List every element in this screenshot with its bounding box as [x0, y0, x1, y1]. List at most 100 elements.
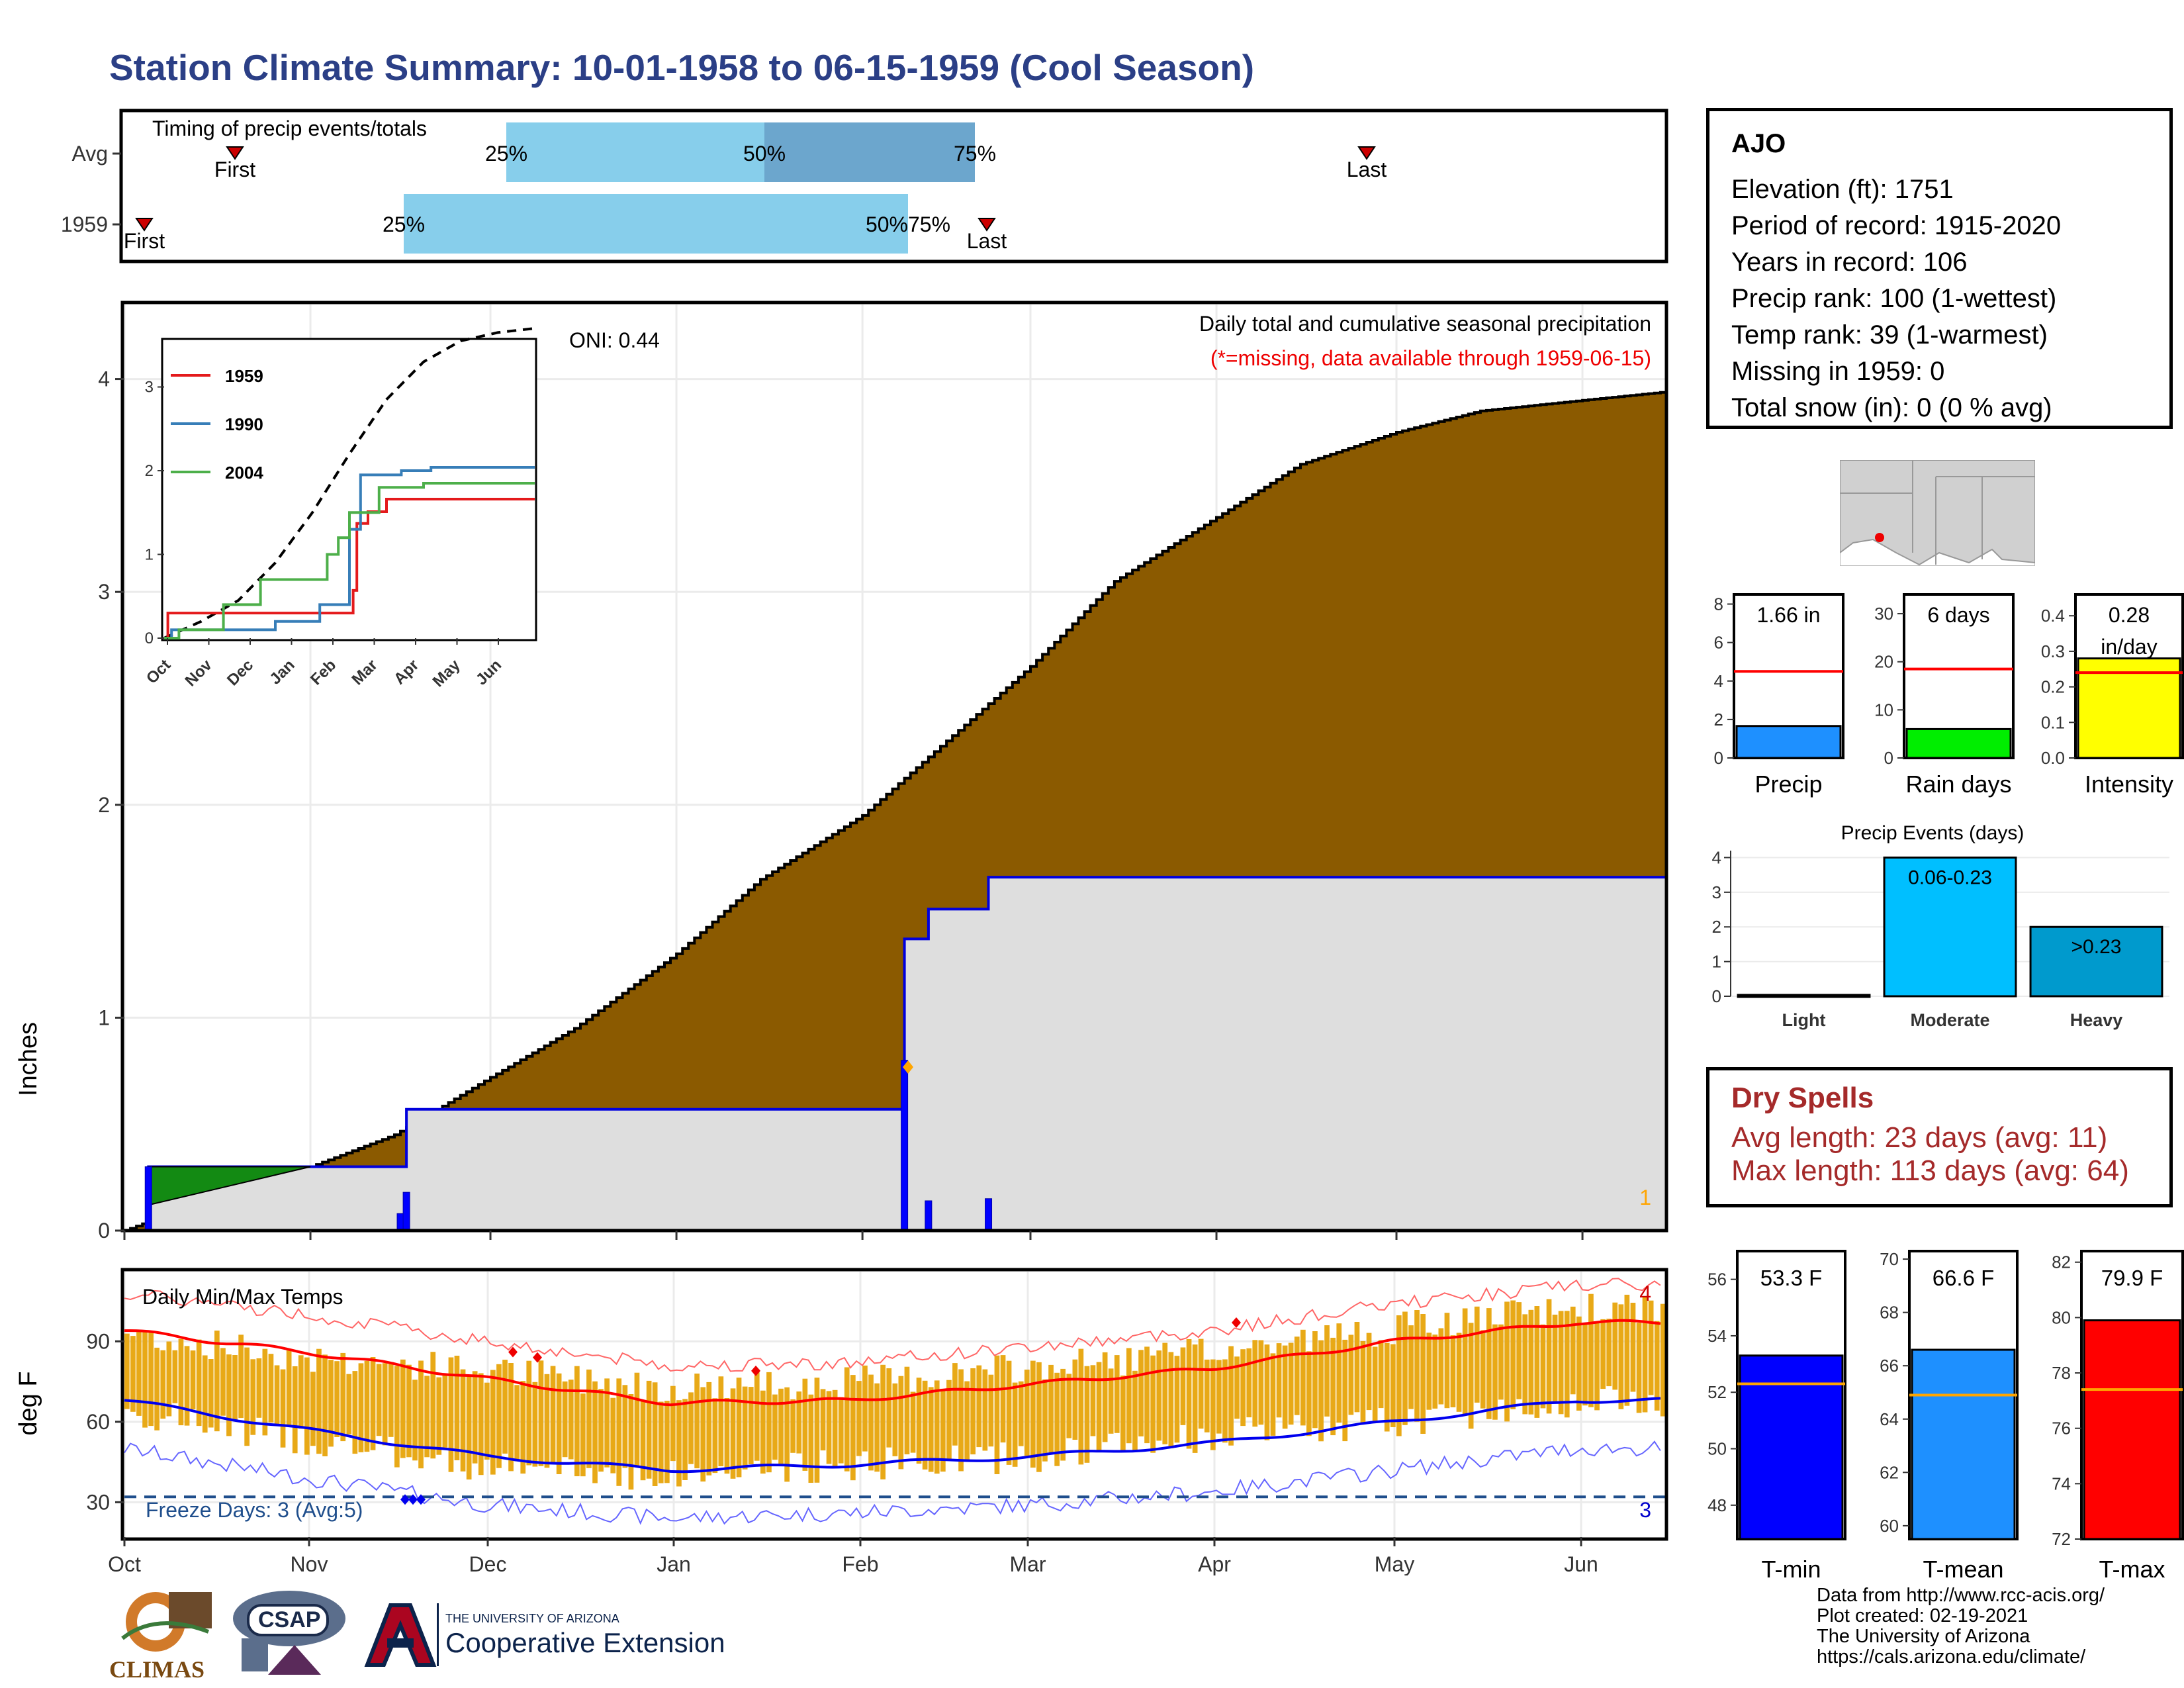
daily-temp-bar	[1366, 1333, 1372, 1411]
daily-temp-bar	[1408, 1325, 1414, 1409]
daily-temp-bar	[1456, 1333, 1462, 1412]
daily-temp-bar	[1396, 1315, 1402, 1436]
daily-temp-bar	[700, 1387, 706, 1482]
daily-temp-bar	[1660, 1303, 1666, 1417]
inset-month-Apr: Apr	[390, 656, 422, 688]
mini-bar-tick: 30	[1874, 604, 1893, 624]
first-avg-marker	[226, 146, 244, 160]
avg-min-line	[124, 1397, 1661, 1474]
daily-temp-bar	[1432, 1335, 1438, 1409]
temp-bar-tick: 66	[1880, 1356, 1899, 1376]
month-label-May: May	[1375, 1552, 1414, 1575]
daily-temp-bar	[742, 1386, 748, 1470]
daily-precip-bar	[925, 1200, 933, 1231]
daily-temp-bar	[1012, 1382, 1018, 1467]
footer-info: Data from http://www.rcc-acis.org/ Plot …	[1817, 1585, 2105, 1667]
daily-temp-bar	[814, 1378, 820, 1483]
events-bar-label: 0.06-0.23	[1908, 867, 1992, 888]
1959-q25-label: 25%	[383, 212, 425, 236]
daily-precip-bar	[901, 1060, 909, 1231]
daily-temp-bar	[1480, 1330, 1486, 1409]
daily-temp-bar	[1468, 1323, 1474, 1429]
daily-temp-bar	[1018, 1381, 1024, 1446]
daily-temp-bar	[292, 1366, 298, 1454]
daily-temp-bar	[670, 1385, 676, 1462]
daily-temp-bar	[418, 1360, 424, 1469]
events-bar-light	[1737, 994, 1871, 998]
daily-temp-bar	[1096, 1362, 1102, 1452]
daily-temp-bar	[130, 1336, 136, 1412]
daily-temp-bar	[1636, 1323, 1642, 1413]
daily-temp-bar	[1342, 1339, 1348, 1442]
daily-temp-bar	[412, 1380, 418, 1461]
temp-bar-label: T-max	[2099, 1556, 2165, 1583]
daily-temp-bar	[202, 1355, 208, 1433]
timing-title: Timing of precip events/totals	[152, 117, 427, 140]
daily-temp-bar	[1558, 1311, 1564, 1415]
daily-temp-bar	[1222, 1359, 1228, 1443]
daily-temp-bar	[520, 1381, 526, 1474]
first-1959-marker	[135, 218, 154, 232]
daily-temp-bar	[514, 1385, 520, 1462]
daily-temp-bar	[940, 1388, 946, 1472]
daily-temp-bar	[1312, 1331, 1318, 1429]
daily-temp-bar	[1174, 1356, 1180, 1443]
daily-temp-bar	[1570, 1306, 1576, 1395]
events-bar-label: >0.23	[2071, 936, 2122, 958]
daily-temp-bar	[1300, 1329, 1306, 1426]
daily-temp-bar	[436, 1377, 442, 1455]
events-ytick: 4	[1712, 847, 1721, 867]
temp-bar-tick: 82	[2052, 1252, 2071, 1272]
daily-temp-bar	[1402, 1311, 1408, 1425]
daily-temp-bar	[508, 1363, 514, 1472]
daily-temp-bar	[496, 1364, 502, 1468]
temps-ylabel: deg F	[15, 1371, 42, 1435]
mini-bar-tick: 2	[1714, 710, 1723, 729]
daily-temp-bar	[778, 1388, 784, 1465]
daily-temp-bar	[1318, 1340, 1324, 1442]
daily-temp-bar	[1348, 1335, 1354, 1415]
inset-month-May: May	[430, 656, 465, 691]
footer-line-org: The University of Arizona	[1817, 1626, 2030, 1647]
daily-precip-bar	[396, 1213, 404, 1231]
daily-temp-bar	[1156, 1350, 1162, 1441]
station-temp-rank: Temp rank: 39 (1-warmest)	[1731, 320, 2048, 350]
events-ytick: 1	[1712, 952, 1721, 972]
daily-temp-bar	[1390, 1344, 1396, 1427]
daily-temp-bar	[976, 1365, 982, 1448]
last-avg-label: Last	[1347, 158, 1387, 181]
daily-temp-bar	[886, 1368, 892, 1448]
daily-temp-bar	[904, 1366, 910, 1454]
daily-temp-bar	[430, 1352, 436, 1459]
daily-temp-bar	[538, 1360, 544, 1466]
daily-temp-bar	[394, 1366, 400, 1468]
daily-temp-bar	[1270, 1353, 1276, 1436]
daily-temp-bar	[556, 1373, 562, 1474]
daily-temp-bar	[694, 1374, 700, 1469]
daily-temp-bar	[178, 1338, 184, 1426]
daily-temp-bar	[1516, 1302, 1522, 1399]
events-category-heavy: Heavy	[2070, 1010, 2123, 1030]
mini-bar-precip	[1735, 725, 1842, 759]
daily-temp-bar	[1066, 1374, 1072, 1438]
record-max-line	[124, 1278, 1661, 1372]
inset-2004-line	[164, 482, 535, 639]
daily-temp-bar	[238, 1335, 244, 1419]
daily-temp-bar	[964, 1381, 970, 1460]
daily-temp-bar	[1618, 1304, 1624, 1409]
inset-chart: 0 1 2 3 Oct Nov Dec Jan Feb Mar Apr May Jun 1959 199…	[143, 327, 537, 691]
daily-temp-bar	[1504, 1301, 1510, 1422]
daily-temp-bar	[934, 1380, 940, 1474]
daily-temp-bar	[952, 1363, 958, 1446]
daily-temp-bar	[1372, 1346, 1378, 1421]
temp-bar-tick: 78	[2052, 1363, 2071, 1383]
footer-line-created: Plot created: 02-19-2021	[1817, 1605, 2028, 1626]
daily-temp-bar	[1498, 1324, 1504, 1400]
daily-temp-bar	[1546, 1299, 1552, 1414]
daily-temp-bar	[628, 1394, 634, 1490]
temp-bar-value: 66.6 F	[1933, 1266, 1995, 1290]
daily-temp-bar	[1042, 1379, 1048, 1462]
precip-events-chart: Precip Events (days) 0 1 2 3 4 Light 0.06-0.23…	[1712, 822, 2169, 1030]
daily-temp-bar	[652, 1382, 658, 1486]
mini-bar-value: 1.66 in	[1756, 603, 1820, 627]
